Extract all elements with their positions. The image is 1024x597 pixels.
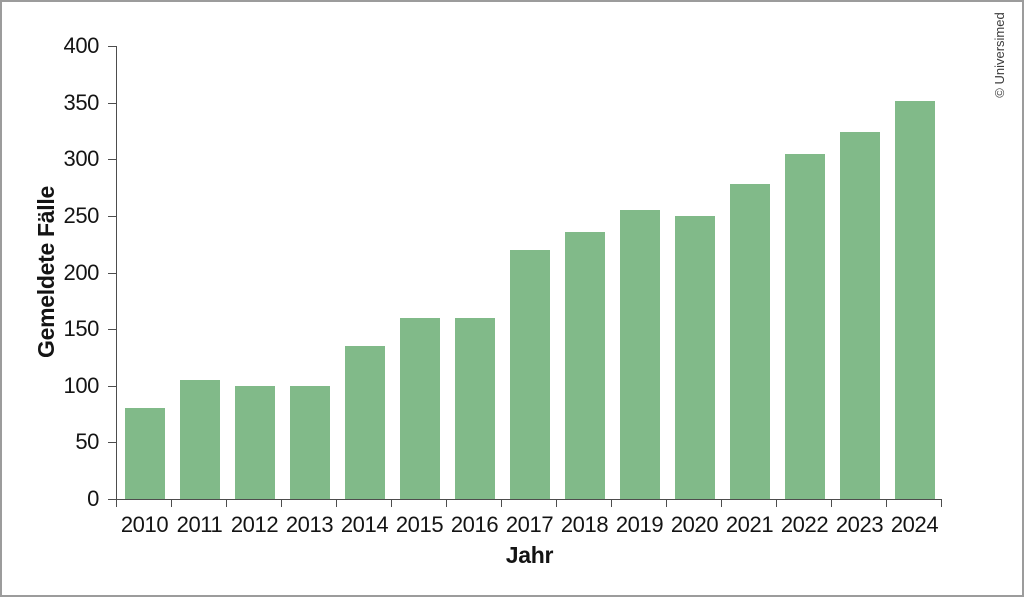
x-tick-13 bbox=[831, 499, 832, 507]
y-tick-50 bbox=[108, 442, 116, 443]
x-tick-label-2019: 2019 bbox=[615, 512, 664, 537]
y-tick-300 bbox=[108, 159, 116, 160]
x-tick-label-2016: 2016 bbox=[450, 512, 499, 537]
x-tick-0 bbox=[116, 499, 117, 507]
y-tick-200 bbox=[108, 273, 116, 274]
x-tick-label-2013: 2013 bbox=[285, 512, 334, 537]
x-tick-14 bbox=[886, 499, 887, 507]
bar-2014 bbox=[345, 346, 385, 499]
y-tick-label-150: 150 bbox=[63, 316, 99, 341]
y-tick-350 bbox=[108, 103, 116, 104]
bar-2018 bbox=[565, 232, 605, 499]
bar-2020 bbox=[675, 216, 715, 499]
x-tick-label-2017: 2017 bbox=[505, 512, 554, 537]
x-tick-11 bbox=[721, 499, 722, 507]
y-tick-100 bbox=[108, 386, 116, 387]
bar-2013 bbox=[290, 386, 330, 499]
bar-2022 bbox=[785, 154, 825, 499]
x-tick-5 bbox=[391, 499, 392, 507]
y-tick-250 bbox=[108, 216, 116, 217]
bar-2012 bbox=[235, 386, 275, 499]
x-tick-label-2023: 2023 bbox=[835, 512, 884, 537]
x-tick-2 bbox=[226, 499, 227, 507]
bar-2023 bbox=[840, 132, 880, 499]
x-tick-7 bbox=[501, 499, 502, 507]
x-tick-8 bbox=[556, 499, 557, 507]
x-tick-10 bbox=[666, 499, 667, 507]
bar-2015 bbox=[400, 318, 440, 499]
x-axis-title: Jahr bbox=[505, 542, 554, 568]
bar-2017 bbox=[510, 250, 550, 499]
bar-2010 bbox=[125, 408, 165, 499]
x-tick-1 bbox=[171, 499, 172, 507]
x-tick-label-2010: 2010 bbox=[120, 512, 169, 537]
x-tick-4 bbox=[336, 499, 337, 507]
x-tick-label-2022: 2022 bbox=[780, 512, 829, 537]
x-tick-label-2024: 2024 bbox=[890, 512, 939, 537]
x-tick-9 bbox=[611, 499, 612, 507]
bar-2021 bbox=[730, 184, 770, 499]
x-tick-label-2012: 2012 bbox=[230, 512, 279, 537]
y-tick-label-0: 0 bbox=[87, 486, 99, 511]
bar-2024 bbox=[895, 101, 935, 499]
y-tick-label-300: 300 bbox=[63, 146, 99, 171]
bar-2016 bbox=[455, 318, 495, 499]
x-tick-3 bbox=[281, 499, 282, 507]
y-tick-150 bbox=[108, 329, 116, 330]
x-tick-label-2018: 2018 bbox=[560, 512, 609, 537]
y-tick-400 bbox=[108, 46, 116, 47]
bar-2019 bbox=[620, 210, 660, 499]
y-tick-label-200: 200 bbox=[63, 260, 99, 285]
x-tick-label-2021: 2021 bbox=[725, 512, 774, 537]
x-tick-label-2020: 2020 bbox=[670, 512, 719, 537]
y-tick-label-350: 350 bbox=[63, 90, 99, 115]
x-axis-line bbox=[116, 499, 942, 500]
y-tick-label-50: 50 bbox=[75, 429, 99, 454]
y-axis-line bbox=[116, 46, 117, 499]
x-tick-label-2015: 2015 bbox=[395, 512, 444, 537]
y-tick-label-100: 100 bbox=[63, 373, 99, 398]
x-tick-12 bbox=[776, 499, 777, 507]
x-tick-6 bbox=[446, 499, 447, 507]
x-tick-15 bbox=[941, 499, 942, 507]
y-tick-label-400: 400 bbox=[63, 33, 99, 58]
copyright-watermark: © Universimed bbox=[992, 12, 1007, 98]
y-tick-0 bbox=[108, 499, 116, 500]
x-tick-label-2014: 2014 bbox=[340, 512, 389, 537]
x-tick-label-2011: 2011 bbox=[176, 512, 223, 537]
y-tick-label-250: 250 bbox=[63, 203, 99, 228]
bar-2011 bbox=[180, 380, 220, 499]
